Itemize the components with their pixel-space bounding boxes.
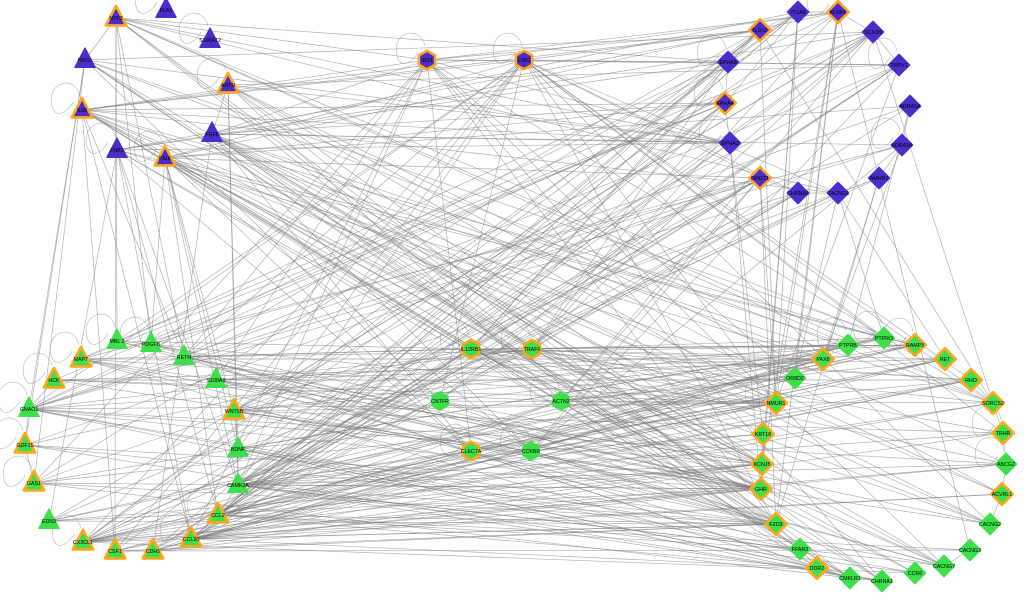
svg-text:RETN: RETN: [177, 355, 192, 361]
svg-text:EPHA4: EPHA4: [716, 101, 733, 107]
svg-text:TRPV1: TRPV1: [890, 63, 907, 69]
svg-text:CACNG3: CACNG3: [959, 548, 981, 554]
svg-text:GNAO1: GNAO1: [20, 407, 39, 413]
svg-text:CDH5: CDH5: [146, 549, 160, 555]
svg-text:CCL2: CCL2: [211, 513, 225, 519]
svg-text:S100A12: S100A12: [199, 38, 221, 44]
svg-text:CCR6: CCR6: [908, 571, 922, 577]
svg-text:IL20: IL20: [77, 108, 87, 114]
svg-text:BDNF: BDNF: [231, 447, 246, 453]
svg-text:RHO: RHO: [965, 378, 977, 384]
svg-text:EPHA5: EPHA5: [719, 60, 736, 66]
svg-text:RET: RET: [940, 357, 951, 363]
svg-text:GAS1: GAS1: [27, 481, 41, 487]
svg-text:CHRNA5: CHRNA5: [787, 191, 809, 197]
svg-text:ACTN2: ACTN2: [552, 399, 569, 405]
svg-text:OR8D2: OR8D2: [786, 376, 804, 382]
svg-text:CAMK2A: CAMK2A: [227, 483, 249, 489]
svg-text:ABCG2: ABCG2: [997, 462, 1015, 468]
svg-text:CNTFR: CNTFR: [431, 399, 449, 405]
svg-text:PDGFB: PDGFB: [142, 342, 161, 348]
svg-text:KRT18: KRT18: [755, 432, 771, 438]
svg-text:GNGT1: GNGT1: [751, 176, 769, 182]
svg-text:MAPT: MAPT: [74, 357, 89, 363]
svg-text:ESR2: ESR2: [517, 58, 531, 64]
svg-text:CMKLR1: CMKLR1: [839, 576, 861, 582]
svg-text:ARTN: ARTN: [221, 83, 235, 89]
svg-text:GHR: GHR: [755, 487, 767, 493]
svg-text:EDN3: EDN3: [42, 519, 56, 525]
svg-text:SORCS2: SORCS2: [982, 401, 1004, 407]
svg-text:PTPRO: PTPRO: [875, 336, 893, 342]
svg-text:KLRF1: KLRF1: [830, 10, 847, 16]
svg-text:EPHA3: EPHA3: [721, 141, 738, 147]
svg-text:NRG1: NRG1: [78, 58, 93, 64]
svg-text:CHRNA1: CHRNA1: [871, 579, 893, 585]
svg-text:HCK: HCK: [48, 378, 60, 384]
svg-text:RAMP3: RAMP3: [906, 343, 924, 349]
svg-text:FIUK: FIUK: [159, 156, 172, 162]
svg-text:AMHR2: AMHR2: [870, 176, 889, 182]
svg-text:CACNG1: CACNG1: [827, 191, 849, 197]
svg-text:KCNJ5: KCNJ5: [754, 462, 771, 468]
svg-text:TRHR: TRHR: [996, 431, 1011, 437]
svg-text:ACVRL1: ACVRL1: [992, 492, 1013, 498]
svg-text:NMUR1: NMUR1: [767, 401, 786, 407]
svg-text:GDF15: GDF15: [16, 443, 33, 449]
svg-text:IL12RB1: IL12RB1: [461, 347, 482, 353]
svg-text:NTF3: NTF3: [109, 16, 122, 22]
svg-text:MBL 2: MBL 2: [109, 339, 124, 345]
svg-text:FFAR3: FFAR3: [792, 547, 809, 553]
svg-text:CSF1: CSF1: [108, 549, 122, 555]
svg-text:ADRA1B: ADRA1B: [891, 143, 913, 149]
svg-text:CX3CL1: CX3CL1: [73, 540, 93, 546]
svg-text:SCN3B: SCN3B: [864, 30, 882, 36]
svg-text:FGF6: FGF6: [205, 132, 219, 138]
svg-text:WNT5B: WNT5B: [225, 409, 244, 415]
svg-text:CACNG2: CACNG2: [979, 522, 1001, 528]
svg-text:PTPRB: PTPRB: [839, 343, 857, 349]
svg-text:FNB1: FNB1: [110, 148, 124, 154]
svg-text:FZD3: FZD3: [769, 522, 782, 528]
svg-text:ITGA8: ITGA8: [790, 10, 805, 16]
svg-text:CCKBR: CCKBR: [522, 449, 541, 455]
svg-text:TRAF6: TRAF6: [524, 347, 541, 353]
svg-text:CLEC7A: CLEC7A: [461, 449, 482, 455]
svg-text:IRS1: IRS1: [421, 58, 433, 64]
svg-text:FLA1: FLA1: [160, 8, 173, 14]
svg-text:IL1R2: IL1R2: [753, 28, 767, 34]
svg-text:CACNG7: CACNG7: [933, 564, 955, 570]
svg-text:CCL20: CCL20: [183, 537, 200, 543]
svg-text:DDR2: DDR2: [810, 566, 824, 572]
svg-text:ADRA1A: ADRA1A: [899, 104, 921, 110]
svg-text:S100A9: S100A9: [207, 378, 226, 384]
svg-text:PAX8: PAX8: [816, 357, 829, 363]
